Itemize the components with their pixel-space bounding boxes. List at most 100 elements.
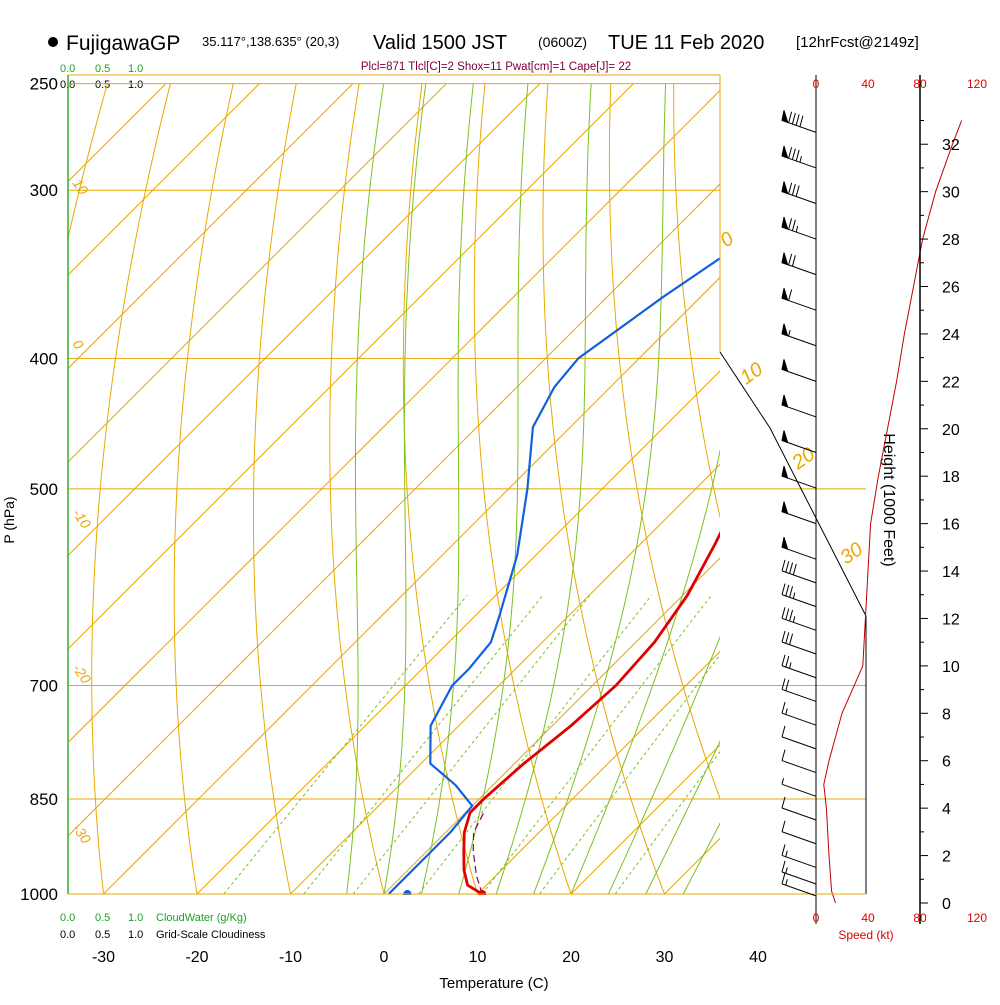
- wind-barb: [782, 726, 816, 749]
- barb-flag: [782, 466, 788, 478]
- wind-barb: [782, 217, 816, 239]
- barb-full: [782, 631, 785, 642]
- barb-flag: [782, 395, 788, 407]
- speed-tick-bottom: 0: [813, 911, 820, 925]
- barb-full: [782, 560, 785, 571]
- cw-tick-bottom-1: 0.5: [95, 912, 110, 924]
- barb-full: [792, 149, 795, 160]
- wind-barb: [782, 182, 816, 204]
- barb-half: [786, 708, 788, 714]
- mixing-ratio-label: 5: [422, 902, 430, 917]
- pressure-tick-label: 500: [30, 480, 58, 499]
- mixing-ratio-label: 3: [356, 902, 364, 917]
- barb-flag: [782, 288, 788, 300]
- barb-flag: [782, 359, 788, 371]
- wind-barb: [782, 678, 816, 701]
- temperature-tick-label: 30: [656, 949, 674, 966]
- barb-flag: [782, 182, 788, 194]
- height-tick-label: 22: [942, 374, 960, 391]
- temperature-tick-label: 20: [562, 949, 580, 966]
- station-coords: 35.117°,138.635° (20,3): [202, 34, 339, 49]
- barb-staff: [782, 855, 816, 867]
- barb-full: [792, 255, 795, 266]
- wind-barb: [782, 821, 816, 844]
- height-tick-label: 10: [942, 659, 960, 676]
- barb-full: [790, 586, 793, 597]
- wind-barb: [782, 797, 816, 820]
- axes: 100-10-20-300102030250300400500700850100…: [20, 75, 960, 966]
- barb-full: [789, 112, 792, 123]
- wind-barb: [782, 631, 816, 654]
- height-tick-label: 18: [942, 469, 960, 486]
- barb-staff: [782, 666, 816, 678]
- pressure-tick-label: 850: [30, 790, 58, 809]
- barb-full: [786, 656, 789, 667]
- cw-tick-top-0: 0.0: [60, 63, 75, 75]
- temperature-tick-label: -10: [279, 949, 302, 966]
- height-tick-label: 6: [942, 754, 951, 771]
- barb-full: [782, 678, 785, 689]
- mixing-ratio-label: 8: [485, 902, 493, 917]
- barb-full: [786, 632, 789, 643]
- cloud-scales: 0.0 0.5 1.0 0.0 0.5 1.0 0.0 0.5 1.0 Clou…: [60, 63, 266, 941]
- speed-tick-top: 40: [861, 77, 875, 91]
- height-tick-label: 2: [942, 849, 951, 866]
- barb-staff: [782, 784, 816, 796]
- temperature-tick-label: 40: [749, 949, 767, 966]
- barb-full: [790, 634, 793, 645]
- barb-staff: [782, 761, 816, 773]
- height-tick-label: 14: [942, 564, 960, 581]
- barb-staff: [782, 713, 816, 725]
- cl-tick-top-2: 1.0: [128, 79, 143, 91]
- barb-staff: [782, 571, 816, 583]
- stability-indices: Plcl=871 Tlcl[C]=2 Shox=11 Pwat[cm]=1 Ca…: [361, 61, 631, 73]
- barb-full: [782, 607, 785, 618]
- valid-date: TUE 11 Feb 2020: [608, 32, 764, 54]
- isotherm-line: [852, 84, 1000, 894]
- wind-barb: [782, 778, 816, 796]
- barb-half: [786, 851, 788, 857]
- barb-full: [782, 861, 785, 872]
- isotherm-label: -10: [70, 506, 95, 532]
- barb-half: [789, 330, 791, 336]
- barb-half: [782, 778, 784, 784]
- barb-half: [786, 879, 788, 885]
- barb-staff: [782, 737, 816, 749]
- forecast-info: [12hrFcst@2149z]: [796, 34, 919, 51]
- barb-half: [796, 226, 798, 232]
- wind-barb: [782, 750, 816, 773]
- barb-full: [789, 254, 792, 265]
- barb-full: [786, 585, 789, 596]
- speed-tick-bottom: 120: [967, 911, 987, 925]
- isotherm-label: 10: [70, 176, 92, 198]
- height-tick-label: 0: [942, 896, 951, 913]
- wind-barb: [782, 359, 816, 381]
- height-tick-label: 4: [942, 801, 951, 818]
- barb-flag: [782, 324, 788, 336]
- wind-barb: [782, 560, 816, 583]
- wind-barb: [782, 146, 816, 168]
- height-tick-label: 20: [942, 422, 960, 439]
- pressure-axis-title: P (hPa): [1, 496, 17, 543]
- mixing-ratio-label: 2: [306, 902, 315, 917]
- barb-flag: [782, 146, 788, 158]
- barb-staff: [782, 618, 816, 630]
- speed-tick-bottom: 40: [861, 911, 875, 925]
- cloud-water-label: CloudWater (g/Kg): [156, 912, 247, 924]
- cl-tick-bottom-0: 0.0: [60, 929, 75, 941]
- cw-tick-bottom-2: 1.0: [128, 912, 143, 924]
- barb-flag: [782, 537, 788, 549]
- height-tick-label: 28: [942, 232, 960, 249]
- barb-full: [782, 726, 785, 737]
- isotherm-label: -20: [70, 661, 95, 687]
- barb-full: [790, 610, 793, 621]
- barb-half: [800, 156, 802, 162]
- mixing-ratio-label: 12: [542, 902, 557, 917]
- barb-full: [792, 184, 795, 195]
- cl-tick-bottom-1: 0.5: [95, 929, 110, 941]
- cloudiness-label: Grid-Scale Cloudiness: [156, 929, 266, 941]
- pressure-tick-label: 250: [30, 75, 58, 94]
- isotherm-label: 0: [70, 337, 88, 353]
- barb-full: [782, 655, 785, 666]
